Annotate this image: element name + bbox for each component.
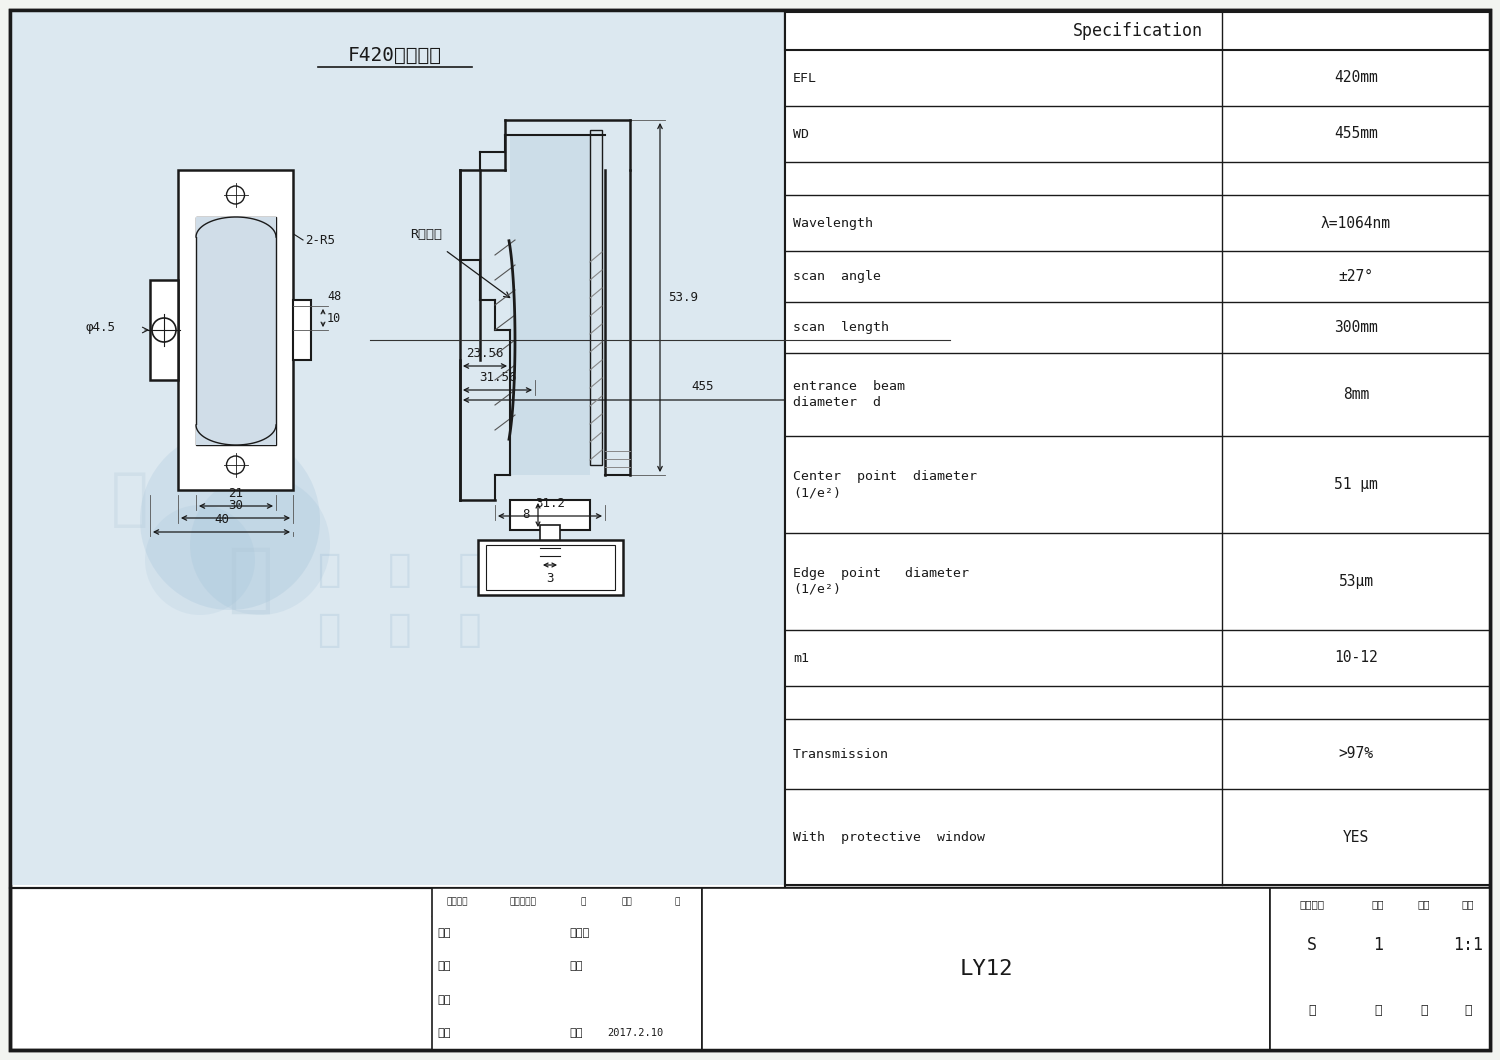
Bar — [150, 280, 178, 379]
Text: 批准: 批准 — [568, 961, 582, 971]
Text: 张: 张 — [1464, 1004, 1472, 1017]
Text: 1:1: 1:1 — [1454, 936, 1484, 954]
Text: 工艺: 工艺 — [436, 1028, 450, 1038]
Text: Edge  point   diameter
(1/e²): Edge point diameter (1/e²) — [794, 567, 969, 596]
Bar — [178, 170, 292, 490]
Bar — [510, 500, 590, 530]
Text: WD: WD — [794, 127, 808, 141]
Text: 51 μm: 51 μm — [1334, 477, 1378, 492]
Text: 张: 张 — [1374, 1004, 1382, 1017]
Text: Transmission: Transmission — [794, 747, 889, 760]
Bar — [702, 888, 1270, 1050]
Text: 30: 30 — [228, 499, 243, 512]
Bar — [10, 10, 784, 885]
Bar — [540, 525, 560, 560]
Text: 48: 48 — [327, 289, 340, 302]
Text: 更改文件号: 更改文件号 — [510, 898, 537, 906]
Text: 标准化: 标准化 — [568, 928, 590, 938]
Bar — [1270, 888, 1490, 1050]
Text: 31.56: 31.56 — [478, 371, 516, 384]
Text: 专  注  激: 专 注 激 — [318, 551, 482, 589]
Text: 420mm: 420mm — [1334, 71, 1378, 86]
Bar — [784, 12, 1490, 50]
Text: LY12: LY12 — [960, 959, 1012, 979]
Bar — [292, 300, 310, 360]
Text: 2017.2.10: 2017.2.10 — [608, 1028, 663, 1038]
Text: 鹏: 鹏 — [226, 543, 273, 617]
Bar — [432, 888, 702, 1050]
Text: 期: 期 — [675, 898, 680, 906]
Text: entrance  beam
diameter  d: entrance beam diameter d — [794, 379, 904, 409]
Bar — [196, 425, 276, 445]
Circle shape — [146, 505, 255, 615]
Text: S: S — [1306, 936, 1317, 954]
Text: F420特制石英: F420特制石英 — [348, 46, 442, 65]
Text: 3: 3 — [546, 572, 554, 585]
Text: 校对: 校对 — [436, 961, 450, 971]
Text: 23.56: 23.56 — [466, 347, 504, 360]
Text: 40: 40 — [214, 513, 230, 526]
Text: 第: 第 — [1420, 1004, 1428, 1017]
Text: 2-R5: 2-R5 — [304, 233, 334, 247]
Text: 共: 共 — [1308, 1004, 1316, 1017]
Circle shape — [226, 186, 244, 204]
Circle shape — [190, 475, 330, 615]
Text: scan  angle: scan angle — [794, 270, 880, 283]
Text: 比例: 比例 — [1461, 899, 1474, 909]
Bar — [784, 436, 1490, 533]
Text: m1: m1 — [794, 652, 808, 665]
Text: scan  length: scan length — [794, 321, 889, 334]
Text: 31.2: 31.2 — [536, 497, 566, 510]
Text: 字日: 字日 — [621, 898, 633, 906]
Bar — [196, 217, 276, 237]
Text: 图样标记: 图样标记 — [1299, 899, 1324, 909]
Text: 1: 1 — [1372, 936, 1383, 954]
Text: Wavelength: Wavelength — [794, 216, 873, 230]
Text: λ=1064nm: λ=1064nm — [1322, 215, 1390, 230]
Text: 10: 10 — [327, 312, 340, 324]
Text: 10-12: 10-12 — [1334, 651, 1378, 666]
Bar — [784, 12, 1490, 885]
Text: 455: 455 — [692, 379, 714, 393]
Text: 21: 21 — [228, 487, 243, 500]
Text: R反射点: R反射点 — [410, 229, 442, 242]
Text: 8mm: 8mm — [1342, 387, 1370, 402]
Text: 审核: 审核 — [436, 994, 450, 1005]
Text: With  protective  window: With protective window — [794, 830, 986, 844]
Text: 重量: 重量 — [1418, 899, 1431, 909]
Text: 数量: 数量 — [1371, 899, 1384, 909]
Text: YES: YES — [1342, 830, 1370, 845]
Text: 签: 签 — [580, 898, 585, 906]
Circle shape — [226, 456, 244, 474]
Text: ±27°: ±27° — [1338, 269, 1374, 284]
Text: 300mm: 300mm — [1334, 320, 1378, 335]
Bar — [478, 540, 622, 595]
Text: 8: 8 — [522, 509, 530, 522]
Text: 455mm: 455mm — [1334, 126, 1378, 141]
Bar — [510, 135, 590, 475]
Text: 53μm: 53μm — [1338, 575, 1374, 589]
Bar — [590, 130, 602, 465]
Text: Specification: Specification — [1072, 22, 1203, 40]
Text: 光  配  件: 光 配 件 — [318, 611, 482, 649]
Circle shape — [152, 318, 176, 342]
Circle shape — [140, 430, 320, 610]
Text: 星: 星 — [111, 470, 148, 530]
Text: 日期: 日期 — [568, 1028, 582, 1038]
Bar — [196, 217, 276, 445]
Bar — [784, 353, 1490, 436]
Text: EFL: EFL — [794, 71, 818, 85]
Text: 设计: 设计 — [436, 928, 450, 938]
Text: φ4.5: φ4.5 — [86, 320, 116, 334]
Text: 53.9: 53.9 — [668, 292, 698, 304]
Text: >97%: >97% — [1338, 746, 1374, 761]
Text: 标记处数: 标记处数 — [447, 898, 468, 906]
Text: Center  point  diameter
(1/e²): Center point diameter (1/e²) — [794, 470, 976, 499]
Bar — [784, 302, 1490, 353]
Bar — [486, 545, 615, 590]
